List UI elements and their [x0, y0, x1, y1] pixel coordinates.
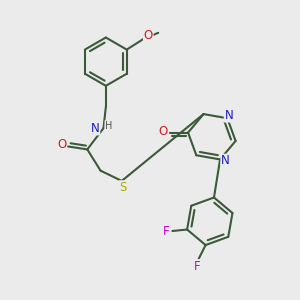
Text: O: O: [159, 124, 168, 138]
Text: N: N: [91, 122, 100, 135]
Text: O: O: [144, 29, 153, 42]
Text: F: F: [194, 260, 200, 273]
Text: O: O: [57, 139, 66, 152]
Text: S: S: [119, 181, 127, 194]
Text: N: N: [224, 109, 233, 122]
Text: F: F: [163, 225, 170, 238]
Text: N: N: [221, 154, 230, 167]
Text: H: H: [105, 121, 112, 131]
